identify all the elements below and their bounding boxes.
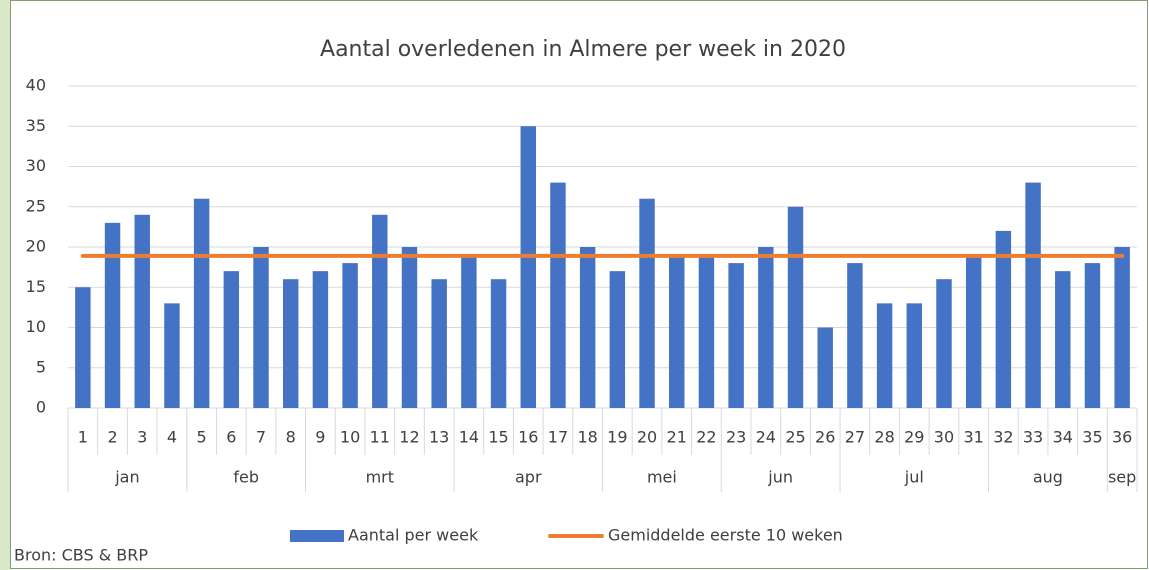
bar — [1025, 182, 1041, 408]
month-label: mrt — [366, 468, 394, 487]
bar — [1114, 247, 1130, 408]
y-tick-label: 15 — [26, 277, 46, 296]
month-label: mei — [647, 468, 677, 487]
bar — [787, 206, 804, 408]
legend-swatch — [290, 530, 344, 542]
month-label: apr — [515, 468, 542, 487]
bar — [490, 279, 507, 408]
legend-label: Gemiddelde eerste 10 weken — [608, 526, 843, 545]
x-tick-label: 21 — [667, 428, 687, 447]
bar — [550, 182, 566, 408]
x-tick-label: 13 — [429, 428, 449, 447]
x-tick-label: 11 — [370, 428, 390, 447]
x-tick-label: 9 — [315, 428, 325, 447]
x-tick-label: 4 — [167, 428, 177, 447]
y-tick-label: 0 — [36, 398, 46, 417]
x-tick-label: 16 — [518, 428, 538, 447]
x-tick-label: 30 — [934, 428, 954, 447]
x-tick-label: 26 — [815, 428, 835, 447]
bar — [431, 279, 447, 408]
bar — [669, 255, 685, 408]
x-tick-label: 25 — [785, 428, 805, 447]
x-tick-label: 6 — [226, 428, 236, 447]
x-tick-label: 23 — [726, 428, 746, 447]
bar — [965, 255, 982, 408]
bar — [1055, 271, 1071, 408]
bar — [193, 198, 210, 408]
bar — [936, 279, 952, 408]
x-tick-label: 19 — [607, 428, 627, 447]
y-tick-label: 5 — [36, 357, 46, 376]
side-strip — [0, 0, 10, 570]
month-label: sep — [1108, 468, 1136, 487]
bar — [461, 255, 477, 408]
x-tick-label: 17 — [548, 428, 568, 447]
bar — [728, 263, 744, 408]
bar — [847, 263, 863, 408]
y-tick-label: 40 — [26, 76, 46, 95]
bar — [104, 222, 121, 408]
bar — [223, 271, 240, 408]
bar — [639, 198, 655, 408]
x-tick-label: 3 — [137, 428, 147, 447]
x-tick-label: 27 — [845, 428, 865, 447]
x-tick-label: 15 — [488, 428, 508, 447]
bar — [253, 247, 269, 408]
x-tick-label: 36 — [1112, 428, 1132, 447]
bar — [342, 263, 358, 408]
x-tick-label: 34 — [1053, 428, 1073, 447]
bar — [995, 230, 1012, 408]
bar — [75, 287, 91, 408]
y-tick-label: 25 — [26, 196, 46, 215]
month-label: aug — [1033, 468, 1063, 487]
bar — [1084, 263, 1101, 408]
month-label: jun — [767, 468, 793, 487]
bar — [282, 279, 299, 408]
bar — [698, 255, 715, 408]
x-tick-label: 8 — [286, 428, 296, 447]
y-tick-label: 30 — [26, 156, 46, 175]
y-tick-label: 10 — [26, 317, 46, 336]
bar — [817, 327, 833, 408]
month-label: jan — [114, 468, 139, 487]
bar — [401, 247, 418, 408]
x-tick-label: 29 — [904, 428, 924, 447]
bar — [758, 247, 774, 408]
x-tick-label: 18 — [577, 428, 597, 447]
x-tick-label: 28 — [874, 428, 894, 447]
x-tick-label: 35 — [1082, 428, 1102, 447]
x-tick-label: 14 — [459, 428, 479, 447]
bar — [520, 126, 536, 408]
bar — [164, 303, 180, 408]
x-tick-label: 24 — [756, 428, 776, 447]
legend-label: Aantal per week — [348, 526, 479, 545]
x-tick-label: 2 — [107, 428, 117, 447]
bar — [609, 271, 626, 408]
x-tick-label: 7 — [256, 428, 266, 447]
bar — [134, 214, 150, 408]
x-tick-label: 1 — [78, 428, 88, 447]
x-tick-label: 22 — [696, 428, 716, 447]
chart-title: Aantal overledenen in Almere per week in… — [320, 37, 846, 62]
source-note: Bron: CBS & BRP — [14, 546, 148, 565]
y-tick-label: 20 — [26, 237, 46, 256]
bar — [579, 247, 596, 408]
x-tick-label: 5 — [197, 428, 207, 447]
x-tick-label: 31 — [964, 428, 984, 447]
y-tick-label: 35 — [26, 116, 46, 135]
x-tick-label: 12 — [399, 428, 419, 447]
x-tick-label: 10 — [340, 428, 360, 447]
x-tick-label: 32 — [993, 428, 1013, 447]
month-label: jul — [904, 468, 924, 487]
x-tick-label: 33 — [1023, 428, 1043, 447]
bar — [312, 271, 329, 408]
bar — [876, 303, 893, 408]
bar — [906, 303, 923, 408]
x-tick-label: 20 — [637, 428, 657, 447]
bar — [372, 214, 388, 408]
month-label: feb — [233, 468, 259, 487]
